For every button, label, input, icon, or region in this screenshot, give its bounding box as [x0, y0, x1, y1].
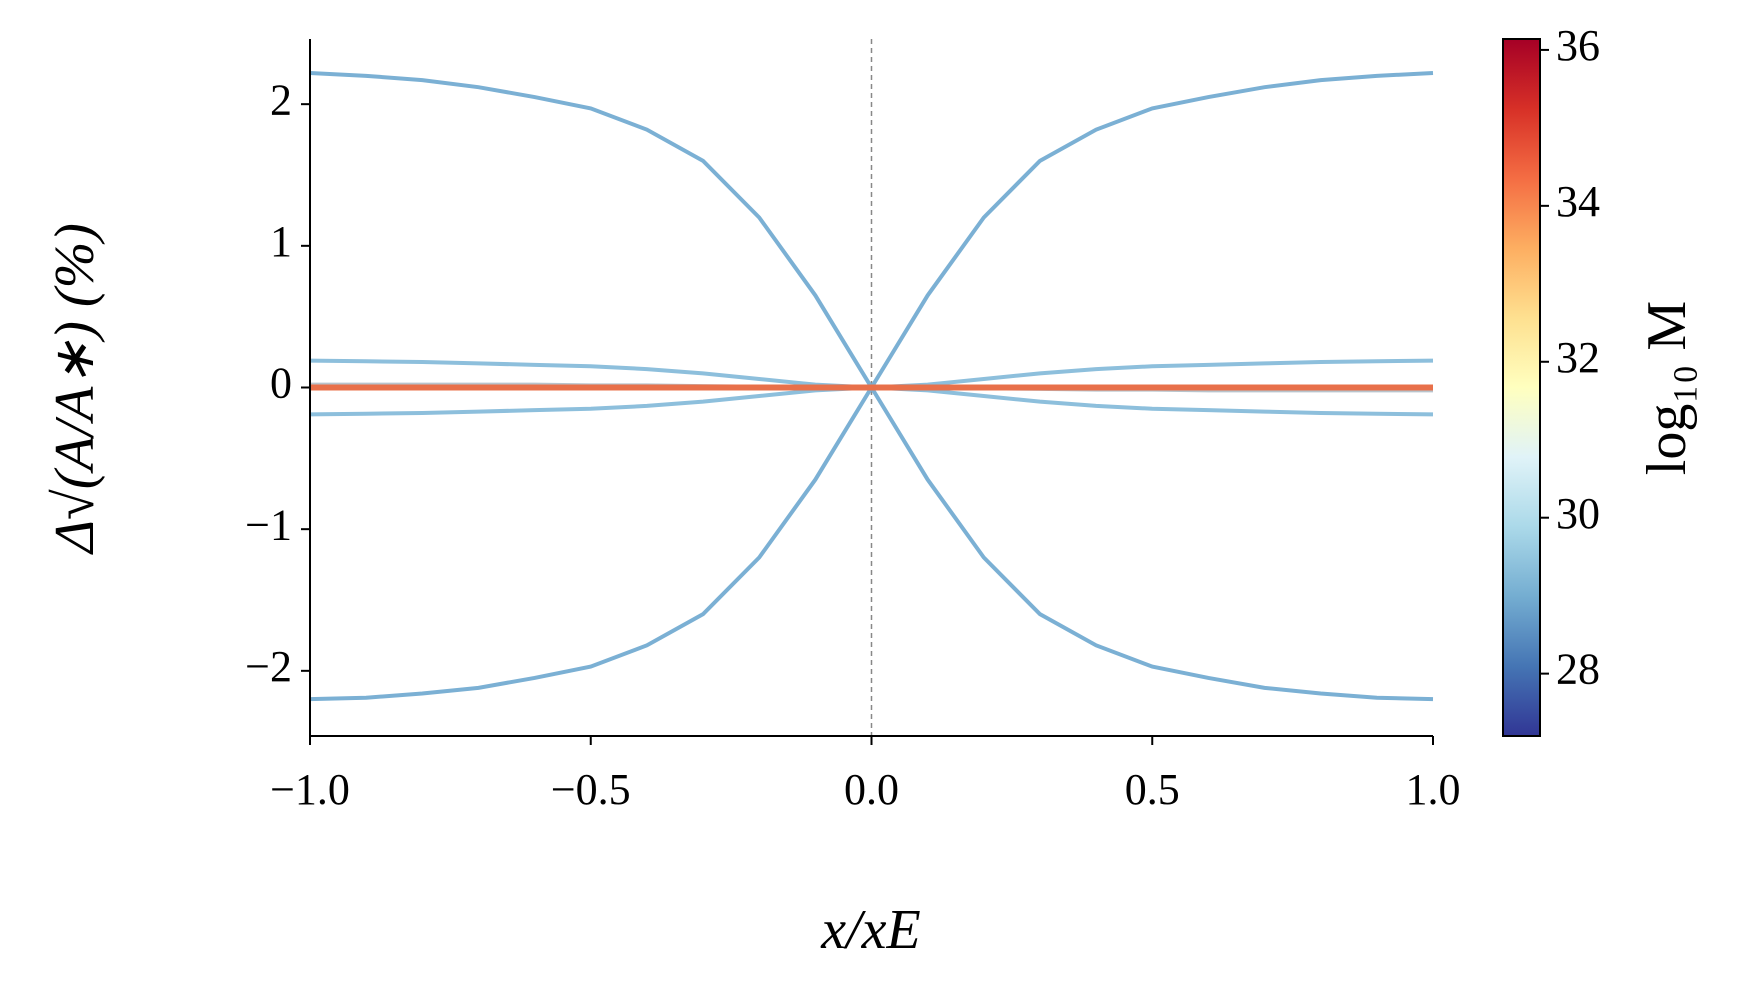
colorbar-tick-label: 30 [1556, 489, 1600, 538]
y-tick-label: 0 [270, 359, 292, 408]
x-tick-label: 0.5 [1125, 765, 1180, 814]
x-tick-label: −1.0 [270, 765, 350, 814]
x-tick-label: −0.5 [551, 765, 631, 814]
colorbar [1502, 38, 1541, 737]
y-tick-label: −1 [245, 500, 292, 549]
y-axis-label: Δ√(A/A∗) (%) [44, 223, 106, 555]
x-axis-label: x/xE [820, 899, 920, 961]
colorbar-tick-label: 36 [1556, 21, 1600, 70]
colorbar-tick-label: 34 [1556, 177, 1600, 226]
colorbar-tick-label: 28 [1556, 645, 1600, 694]
y-tick-label: 1 [270, 217, 292, 266]
y-tick-label: 2 [270, 75, 292, 124]
colorbar-tick-label: 32 [1556, 333, 1600, 382]
y-tick-label: −2 [245, 642, 292, 691]
colorbar-label: log₁₀ M [1636, 301, 1698, 475]
x-tick-label: 0.0 [844, 765, 899, 814]
x-tick-label: 1.0 [1406, 765, 1461, 814]
